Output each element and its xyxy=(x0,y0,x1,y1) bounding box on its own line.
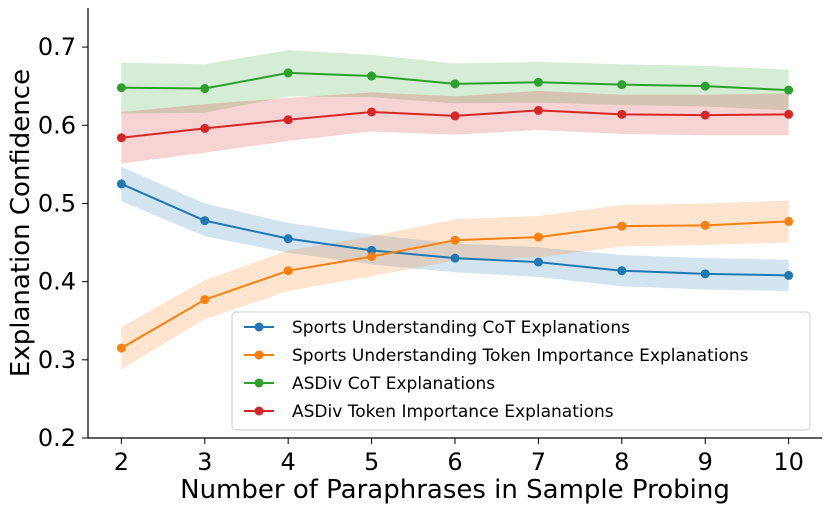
series-1-point xyxy=(533,232,543,242)
series-0-point xyxy=(367,245,377,255)
series-0-point xyxy=(700,269,710,279)
legend-marker xyxy=(254,322,264,332)
x-tick-label: 3 xyxy=(197,448,212,476)
series-3-point xyxy=(533,105,543,115)
series-2-point xyxy=(283,68,293,78)
series-0-point xyxy=(533,257,543,267)
series-2-point xyxy=(450,79,460,89)
series-2-point xyxy=(367,71,377,81)
legend-label: ASDiv CoT Explanations xyxy=(292,374,495,394)
series-1-point xyxy=(700,220,710,230)
y-tick-label: 0.2 xyxy=(38,424,76,452)
series-0-point xyxy=(450,253,460,263)
legend-box xyxy=(231,311,811,431)
y-tick-label: 0.4 xyxy=(38,268,76,296)
x-tick-label: 10 xyxy=(773,448,804,476)
y-ticks: 0.2 0.3 0.4 0.5 0.6 0.7 xyxy=(38,33,88,452)
series-1-point xyxy=(367,252,377,262)
x-tick-label: 9 xyxy=(698,448,713,476)
series-1-point xyxy=(784,216,794,226)
series-1-point xyxy=(200,295,210,305)
series-3-band xyxy=(121,90,789,164)
y-axis-label: Explanation Confidence xyxy=(6,69,36,377)
series-2-point xyxy=(784,85,794,95)
x-ticks: 2 3 4 5 6 7 8 9 10 xyxy=(114,438,804,476)
series-2-point xyxy=(116,83,126,93)
series-0-point xyxy=(200,216,210,226)
series-1-point xyxy=(617,221,627,231)
legend-marker xyxy=(254,378,264,388)
x-axis-label: Number of Paraphrases in Sample Probing xyxy=(180,475,730,505)
series-2-point xyxy=(617,80,627,90)
legend-label: Sports Understanding Token Importance Ex… xyxy=(292,346,749,366)
series-3-point xyxy=(283,115,293,125)
series-3-point xyxy=(116,133,126,143)
series-2-point xyxy=(200,84,210,94)
y-tick-label: 0.6 xyxy=(38,111,76,139)
series-3-point xyxy=(700,110,710,120)
series-1-band xyxy=(121,200,789,370)
y-tick-label: 0.3 xyxy=(38,346,76,374)
x-tick-label: 4 xyxy=(281,448,296,476)
legend: Sports Understanding CoT Explanations Spo… xyxy=(231,311,811,431)
series-3-point xyxy=(617,109,627,119)
series-0-band xyxy=(121,166,789,292)
series-3-point xyxy=(367,107,377,117)
series-2-point xyxy=(533,77,543,87)
series-points xyxy=(116,68,794,353)
legend-label: ASDiv Token Importance Explanations xyxy=(292,402,614,422)
series-3-point xyxy=(450,111,460,121)
series-0-point xyxy=(617,266,627,276)
y-tick-label: 0.7 xyxy=(38,33,76,61)
legend-marker xyxy=(254,406,264,416)
series-0-point xyxy=(784,270,794,280)
series-1-point xyxy=(283,266,293,276)
legend-marker xyxy=(254,350,264,360)
series-0-point xyxy=(283,234,293,244)
y-tick-label: 0.5 xyxy=(38,189,76,217)
series-1-point xyxy=(450,235,460,245)
series-2-point xyxy=(700,81,710,91)
series-0-point xyxy=(116,179,126,189)
x-tick-label: 8 xyxy=(614,448,629,476)
series-3-point xyxy=(200,123,210,133)
x-tick-label: 2 xyxy=(114,448,129,476)
legend-label: Sports Understanding CoT Explanations xyxy=(292,318,630,338)
series-3-point xyxy=(784,109,794,119)
x-tick-label: 5 xyxy=(364,448,379,476)
x-tick-label: 7 xyxy=(531,448,546,476)
x-tick-label: 6 xyxy=(447,448,462,476)
series-1-point xyxy=(116,343,126,353)
